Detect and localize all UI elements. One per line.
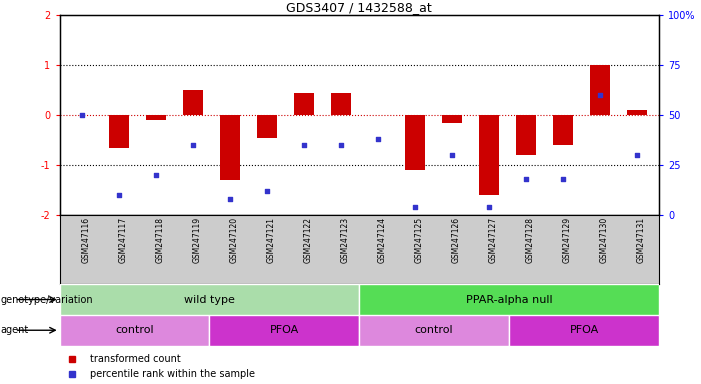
Text: PPAR-alpha null: PPAR-alpha null — [465, 295, 552, 305]
Text: GSM247122: GSM247122 — [304, 217, 313, 263]
Text: GSM247121: GSM247121 — [267, 217, 275, 263]
Bar — [627, 110, 647, 115]
Bar — [109, 115, 129, 148]
Point — [520, 176, 531, 182]
Bar — [509, 315, 659, 346]
Text: agent: agent — [1, 325, 29, 335]
Point — [113, 192, 124, 198]
Text: GSM247127: GSM247127 — [489, 217, 498, 263]
Text: GSM247120: GSM247120 — [230, 217, 239, 263]
Text: genotype/variation: genotype/variation — [1, 295, 93, 305]
Text: GSM247130: GSM247130 — [600, 217, 608, 263]
Point — [372, 136, 383, 142]
Text: wild type: wild type — [184, 295, 235, 305]
Text: GSM247116: GSM247116 — [82, 217, 91, 263]
Point — [409, 204, 421, 210]
Bar — [182, 90, 203, 115]
Point — [335, 142, 346, 148]
Point — [187, 142, 198, 148]
Text: transformed count: transformed count — [90, 354, 180, 364]
Point — [298, 142, 309, 148]
Bar — [479, 115, 499, 195]
Point — [261, 188, 273, 194]
Text: percentile rank within the sample: percentile rank within the sample — [90, 369, 254, 379]
Text: PFOA: PFOA — [270, 325, 299, 335]
Bar — [404, 115, 425, 170]
Point — [594, 92, 606, 98]
Bar — [60, 315, 210, 346]
Bar — [294, 93, 314, 115]
Text: GSM247128: GSM247128 — [526, 217, 535, 263]
Bar — [590, 65, 610, 115]
Text: control: control — [115, 325, 154, 335]
Text: GSM247126: GSM247126 — [451, 217, 461, 263]
Point — [631, 152, 642, 158]
Text: GSM247131: GSM247131 — [637, 217, 646, 263]
Bar — [257, 115, 277, 138]
Bar — [60, 284, 359, 315]
Point — [76, 112, 88, 118]
Bar — [146, 115, 166, 120]
Point — [446, 152, 457, 158]
Text: GSM247119: GSM247119 — [193, 217, 202, 263]
Text: GSM247129: GSM247129 — [563, 217, 572, 263]
Text: GSM247123: GSM247123 — [341, 217, 350, 263]
Point — [224, 196, 236, 202]
Point — [150, 172, 161, 178]
Title: GDS3407 / 1432588_at: GDS3407 / 1432588_at — [287, 1, 432, 14]
Text: control: control — [415, 325, 454, 335]
Text: GSM247124: GSM247124 — [378, 217, 387, 263]
Text: GSM247117: GSM247117 — [118, 217, 128, 263]
Text: PFOA: PFOA — [569, 325, 599, 335]
Text: GSM247125: GSM247125 — [415, 217, 424, 263]
Point — [557, 176, 569, 182]
Bar — [359, 315, 509, 346]
Bar — [219, 115, 240, 180]
Point — [483, 204, 494, 210]
Bar — [359, 284, 659, 315]
Text: GSM247118: GSM247118 — [156, 217, 165, 263]
Bar — [552, 115, 573, 145]
Bar — [515, 115, 536, 155]
Bar — [331, 93, 351, 115]
Bar — [442, 115, 462, 123]
Bar — [210, 315, 359, 346]
